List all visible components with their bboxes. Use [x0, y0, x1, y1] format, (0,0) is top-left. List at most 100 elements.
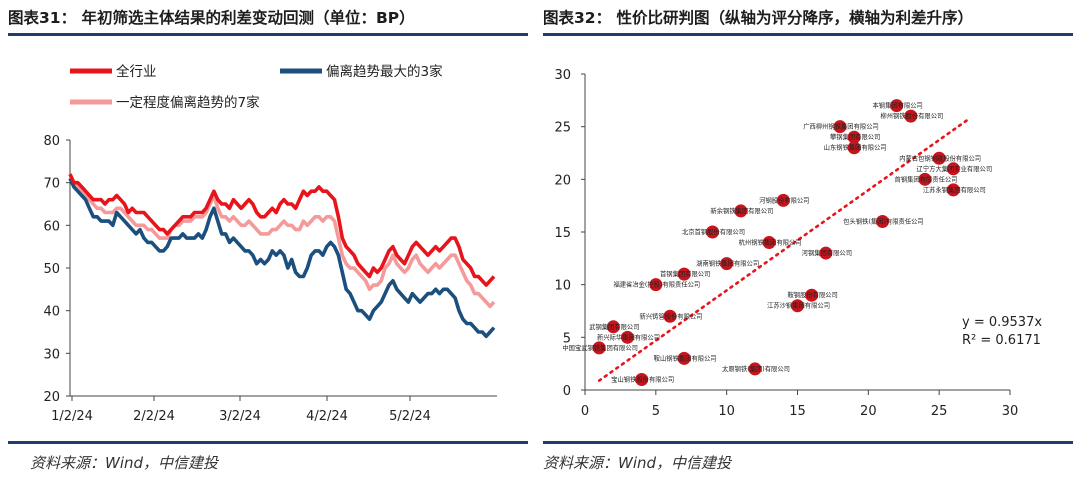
scatter-point	[918, 172, 932, 186]
y-tick-label: 10	[554, 279, 571, 294]
x-tick-label: 4/2/24	[306, 409, 348, 424]
scatter-point	[606, 320, 620, 334]
scatter-point	[791, 299, 804, 313]
scatter-point	[762, 236, 776, 250]
legend-label-0: 全行业	[116, 63, 157, 80]
x-tick-label: 1/2/24	[51, 409, 93, 424]
trendline	[597, 118, 969, 382]
x-tick-label: 5	[652, 404, 660, 419]
y-tick-label: 0	[563, 384, 571, 399]
scatter-point	[677, 351, 691, 365]
x-tick-label: 30	[1002, 404, 1019, 419]
scatter-point	[833, 120, 847, 134]
scatter-point	[946, 183, 960, 197]
y-tick-label: 15	[554, 226, 571, 241]
scatter-point	[621, 330, 634, 344]
scatter-point	[890, 99, 904, 113]
x-tick-label: 3/2/24	[219, 409, 261, 424]
series-line-0	[68, 173, 496, 287]
point-label: 新兴际华集团有限公司	[597, 332, 660, 341]
scatter-point	[776, 193, 790, 207]
point-label: 柳州钢铁股份有限公司	[880, 111, 943, 120]
point-label: 包头钢铁(集团)有限责任公司	[843, 216, 923, 225]
point-label: 新兴铸管股份有限公司	[640, 311, 703, 320]
left-panel-title: 图表31： 年初筛选主体结果的利差变动回测（单位：BP）	[8, 9, 415, 27]
y-tick-label: 5	[563, 331, 571, 346]
x-tick-label: 5/2/24	[389, 409, 431, 424]
point-label: 首钢集团有限公司	[660, 269, 710, 278]
equation-label: y = 0.9537x	[962, 315, 1042, 330]
x-tick-label: 25	[931, 404, 948, 419]
y-tick-label: 40	[43, 305, 60, 320]
point-label: 新余钢铁集团有限公司	[710, 206, 773, 215]
series-line-1	[68, 177, 496, 339]
right-scatter-chart: 30 25 20 15 10 5 00 5 10 15 20 25 30 本钢集团有限公司柳州钢铁股份有…	[554, 68, 1042, 419]
x-tick-label: 15	[789, 404, 806, 419]
point-label: 北京首钢股份有限公司	[682, 227, 745, 236]
x-tick-label: 2/2/24	[133, 409, 175, 424]
scatter-point	[720, 257, 734, 271]
y-tick-label: 25	[554, 121, 571, 136]
scatter-point	[663, 309, 677, 323]
right-title-rule	[543, 33, 1073, 36]
point-label: 首钢集团有限责任公司	[895, 174, 958, 183]
right-panel-title: 图表32： 性价比研判图（纵轴为评分降序，横轴为利差升序）	[543, 9, 973, 27]
scatter-point	[748, 362, 762, 376]
right-source-note: 资料来源：Wind，中信建投	[543, 454, 732, 472]
points-group: 本钢集团有限公司柳州钢铁股份有限公司广西柳州钢铁集团有限公司攀钢集团有限公司山东…	[562, 99, 992, 386]
point-label: 武钢集团有限公司	[589, 322, 639, 331]
point-label: 江苏永钢集团有限公司	[923, 185, 986, 194]
scatter-point	[592, 341, 606, 355]
left-title-rule	[8, 33, 528, 36]
scatter-point	[904, 109, 918, 123]
point-label: 河钢集团有限公司	[802, 248, 852, 257]
x-tick-label: 10	[718, 404, 735, 419]
y-tick-label: 50	[43, 262, 60, 277]
point-label: 内蒙古包钢钢联股份有限公司	[899, 153, 981, 162]
scatter-point	[847, 141, 861, 155]
point-label: 本钢集团有限公司	[872, 101, 922, 110]
y-tick-label: 20	[554, 173, 571, 188]
series-group	[68, 173, 496, 339]
left-footer-rule	[8, 441, 528, 444]
scatter-point	[677, 267, 691, 281]
scatter-point	[847, 130, 861, 144]
r-squared-label: R² = 0.6171	[962, 333, 1041, 348]
y-tick-label: 70	[43, 177, 60, 192]
point-label: 福建省冶金(控股)有限责任公司	[613, 280, 700, 289]
point-label: 江苏沙钢集团有限公司	[767, 301, 830, 310]
right-footer-rule	[543, 441, 1073, 444]
point-label: 鞍钢股份有限公司	[787, 290, 837, 299]
series-line-2	[68, 177, 496, 309]
point-label: 杭州钢铁集团有限公司	[739, 238, 802, 247]
point-label: 广西柳州钢铁集团有限公司	[803, 122, 879, 131]
y-tick-label: 80	[43, 134, 60, 149]
point-label: 宝山钢铁股份有限公司	[611, 374, 674, 383]
scatter-point	[876, 214, 889, 228]
legend-label-2: 一定程度偏离趋势的7家	[116, 94, 260, 111]
axes: 80 70 60 50 40 30 20 1/2/24 2/2/24 3/2/24 4/2/24 5/…	[43, 134, 497, 424]
left-source-note: 资料来源：Wind，中信建投	[30, 454, 219, 472]
point-label: 中国宝武钢铁集团有限公司	[562, 343, 638, 352]
point-label: 山东钢铁集团有限公司	[824, 143, 887, 152]
y-tick-label: 30	[43, 347, 60, 362]
y-tick-label: 20	[43, 390, 60, 405]
scatter-point	[805, 288, 819, 302]
point-label: 攀钢集团有限公司	[830, 132, 880, 141]
x-tick-label: 0	[581, 404, 589, 419]
trendline-group	[597, 118, 969, 382]
point-label: 河钢股份有限公司	[759, 195, 809, 204]
scatter-point	[734, 204, 748, 218]
scatter-point	[706, 225, 719, 239]
x-tick-label: 20	[860, 404, 877, 419]
point-label: 湖南钢铁集团有限公司	[696, 259, 759, 268]
y-tick-label: 30	[554, 68, 571, 83]
axes: 30 25 20 15 10 5 00 5 10 15 20 25 30	[554, 68, 1018, 419]
scatter-point	[946, 162, 960, 176]
scatter-point	[635, 372, 649, 386]
scatter-point	[649, 278, 663, 292]
legend-label-1: 偏离趋势最大的3家	[326, 63, 443, 80]
point-label: 太原钢铁(集团)有限公司	[722, 364, 790, 373]
